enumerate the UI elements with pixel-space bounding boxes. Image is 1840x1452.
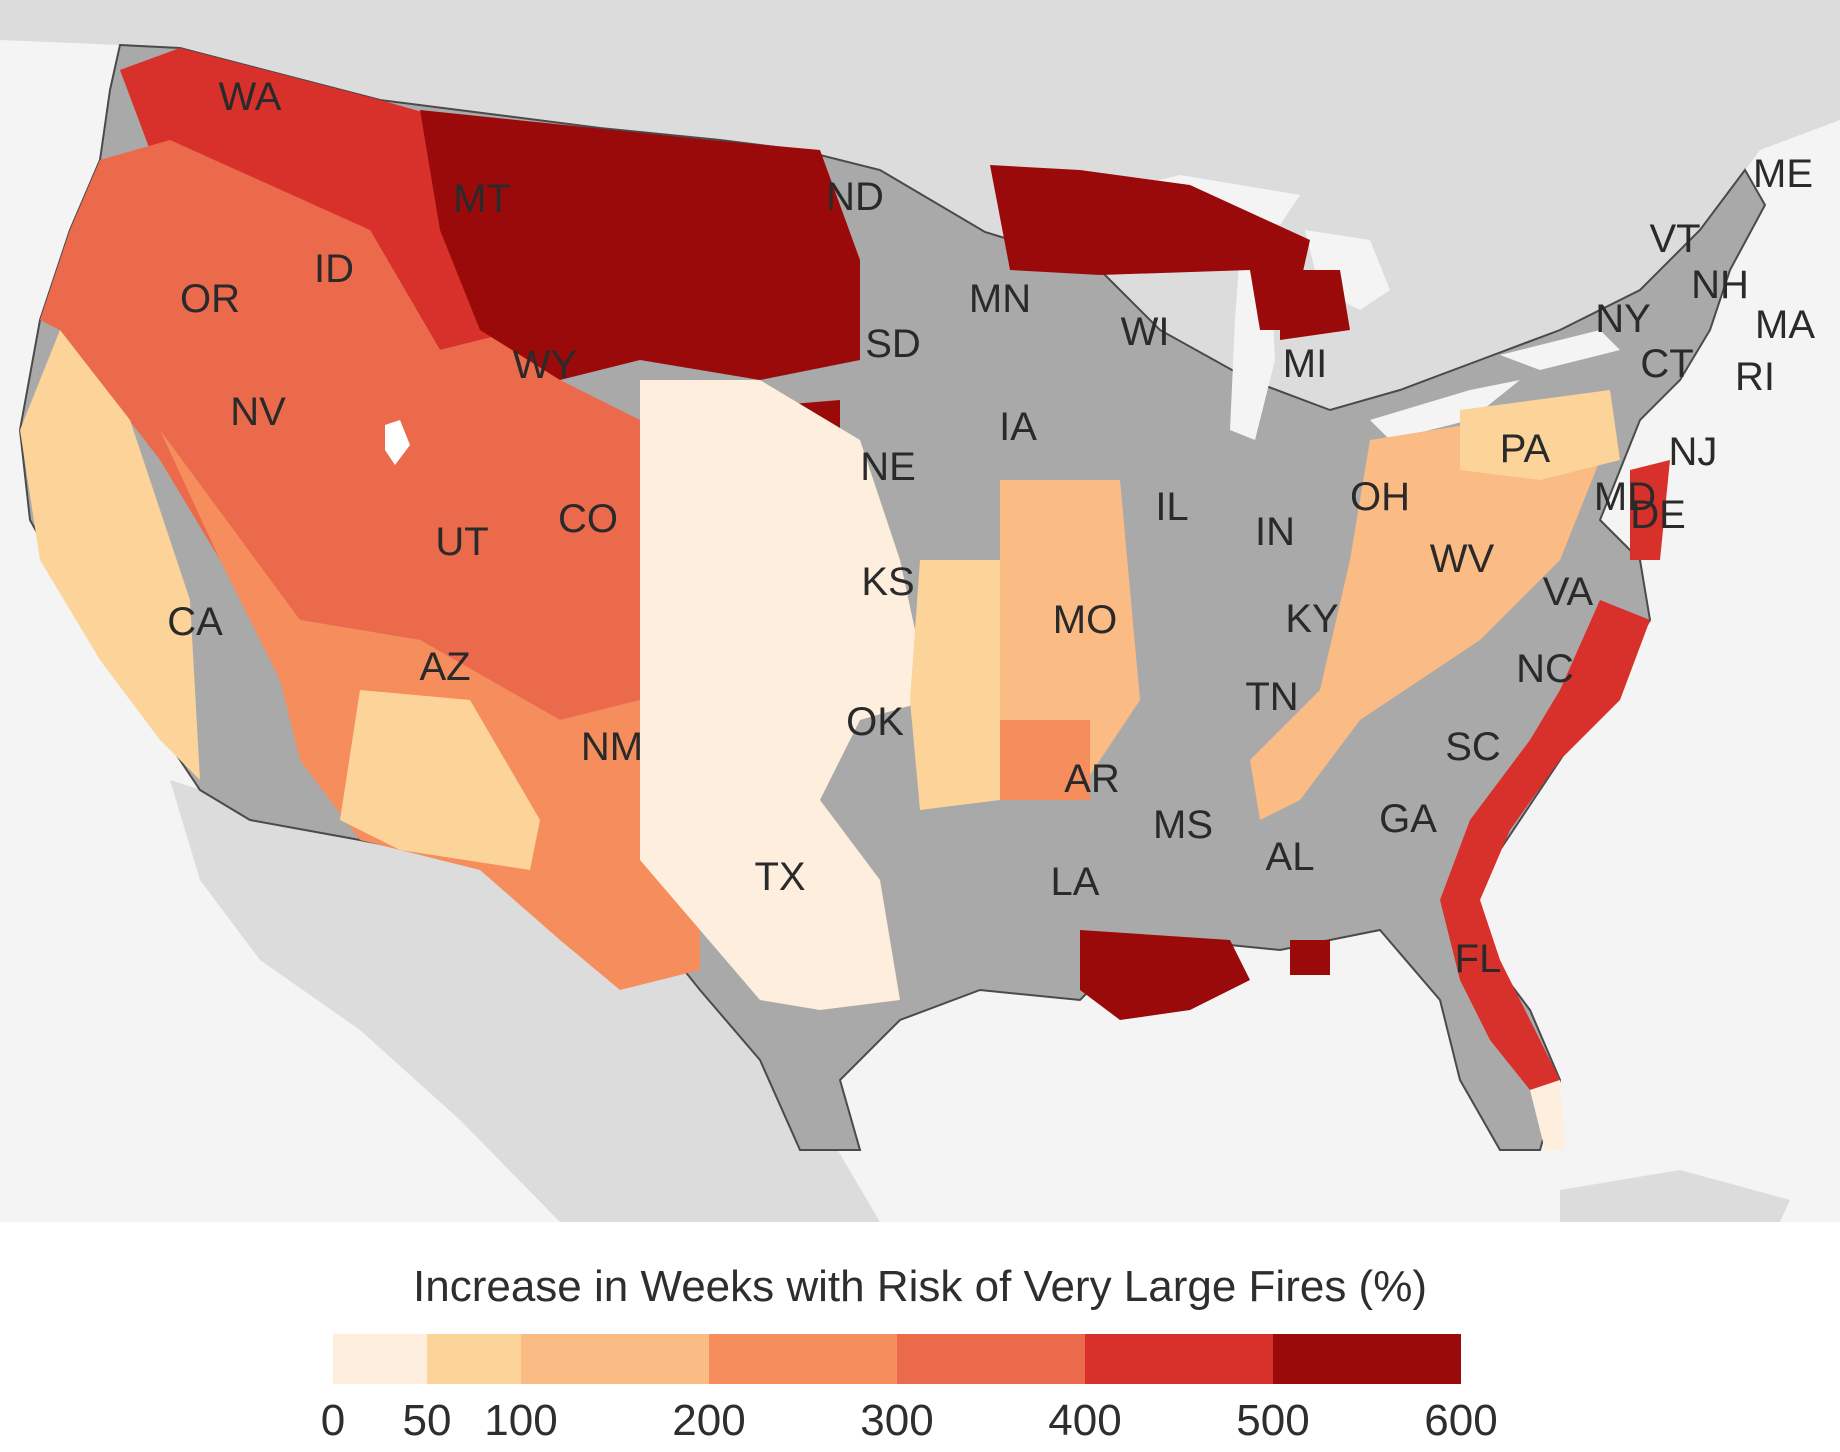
region-nm-light (340, 690, 540, 870)
state-label-ok: OK (846, 700, 904, 744)
state-label-mo: MO (1053, 598, 1117, 642)
legend-swatch-100-200 (521, 1334, 709, 1384)
region-mi-lower (1280, 270, 1350, 340)
state-label-nd: ND (826, 175, 884, 219)
legend-tick-0: 0 (320, 1396, 346, 1445)
state-label-ia: IA (999, 405, 1037, 449)
state-label-id: ID (314, 247, 354, 291)
state-label-de: DE (1630, 493, 1686, 537)
legend-swatch-200-300 (709, 1334, 897, 1384)
region-mn-wi-mi (990, 165, 1310, 330)
state-label-co: CO (558, 497, 618, 541)
legend-tick-300: 300 (860, 1396, 934, 1445)
state-label-nj: NJ (1669, 430, 1718, 474)
legend-tick-600: 600 (1424, 1396, 1498, 1445)
region-ar-orange (1000, 720, 1090, 800)
state-label-vt: VT (1649, 217, 1700, 261)
state-label-me: ME (1753, 152, 1813, 196)
state-label-md: MD (1594, 475, 1656, 519)
region-mt-dakotas (420, 110, 860, 380)
legend-panel: Increase in Weeks with Risk of Very Larg… (0, 1222, 1840, 1452)
state-label-ks: KS (861, 560, 914, 604)
state-label-ny: NY (1595, 297, 1651, 341)
state-label-ut: UT (435, 520, 488, 564)
us-map: WA OR CA ID NV MT WY UT AZ CO NM ND SD NE KS OK TX MN IA MO… (0, 0, 1840, 1222)
state-label-la: LA (1051, 860, 1100, 904)
state-label-mt: MT (453, 177, 511, 221)
state-label-tn: TN (1245, 675, 1298, 719)
state-label-or: OR (180, 277, 240, 321)
state-label-il: IL (1155, 485, 1188, 529)
map-panel: WA OR CA ID NV MT WY UT AZ CO NM ND SD NE KS OK TX MN IA MO… (0, 0, 1840, 1222)
cuba-land (1560, 1170, 1790, 1222)
fire-risk-regions (20, 48, 1670, 1150)
legend-title: Increase in Weeks with Risk of Very Larg… (413, 1262, 1427, 1311)
state-label-fl: FL (1455, 937, 1502, 981)
legend-swatch-50-100 (427, 1334, 521, 1384)
state-label-pa: PA (1500, 427, 1551, 471)
region-gulf-panhandle (1290, 940, 1330, 975)
state-label-mi: MI (1283, 342, 1327, 386)
state-label-sc: SC (1445, 725, 1501, 769)
state-label-ga: GA (1379, 797, 1437, 841)
region-fl-tip (1530, 1080, 1565, 1150)
state-label-ky: KY (1285, 597, 1338, 641)
state-label-in: IN (1255, 510, 1295, 554)
state-label-wi: WI (1121, 310, 1170, 354)
legend-swatch-500-600 (1273, 1334, 1461, 1384)
state-label-nv: NV (230, 390, 286, 434)
region-plains-pale (640, 380, 930, 1010)
legend-swatch-400-500 (1085, 1334, 1273, 1384)
state-label-nh: NH (1691, 263, 1749, 307)
state-labels: WA OR CA ID NV MT WY UT AZ CO NM ND SD NE KS OK TX MN IA MO… (167, 75, 1815, 981)
state-label-az: AZ (419, 645, 470, 689)
state-label-al: AL (1266, 835, 1315, 879)
state-label-nm: NM (581, 725, 643, 769)
legend-swatch-0-50 (333, 1334, 427, 1384)
state-label-ms: MS (1153, 803, 1213, 847)
canada-land (0, 0, 1840, 410)
state-label-wy: WY (513, 343, 577, 387)
state-label-mn: MN (969, 277, 1031, 321)
legend-tick-500: 500 (1236, 1396, 1310, 1445)
region-nw-ridge (120, 48, 520, 350)
state-label-tx: TX (754, 855, 805, 899)
great-salt-lake (385, 420, 410, 465)
state-label-ct: CT (1640, 342, 1693, 386)
state-label-va: VA (1543, 570, 1594, 614)
state-label-wa: WA (219, 75, 282, 119)
legend-tick-200: 200 (672, 1396, 746, 1445)
state-label-ar: AR (1064, 757, 1120, 801)
region-nj-de (1630, 460, 1670, 560)
legend-color-bar (333, 1334, 1461, 1384)
region-pa (1460, 390, 1620, 480)
state-label-ca: CA (167, 600, 223, 644)
state-label-oh: OH (1350, 475, 1410, 519)
region-ok-light (910, 560, 1000, 810)
state-label-ne: NE (860, 445, 916, 489)
state-label-sd: SD (865, 322, 921, 366)
region-se-coast (1440, 600, 1650, 1090)
region-appalachia (1250, 410, 1600, 820)
state-label-ri: RI (1735, 355, 1775, 399)
state-label-nc: NC (1516, 647, 1574, 691)
state-label-wv: WV (1430, 537, 1495, 581)
legend-tick-100: 100 (484, 1396, 558, 1445)
legend-tick-50: 50 (402, 1396, 452, 1445)
region-la-coast (1080, 930, 1250, 1020)
mexico-land (170, 780, 880, 1222)
legend-tick-400: 400 (1048, 1396, 1122, 1445)
region-ca-coast (20, 330, 200, 780)
state-label-ma: MA (1755, 303, 1815, 347)
region-pnw-great-basin (40, 140, 640, 720)
legend-swatch-300-400 (897, 1334, 1085, 1384)
